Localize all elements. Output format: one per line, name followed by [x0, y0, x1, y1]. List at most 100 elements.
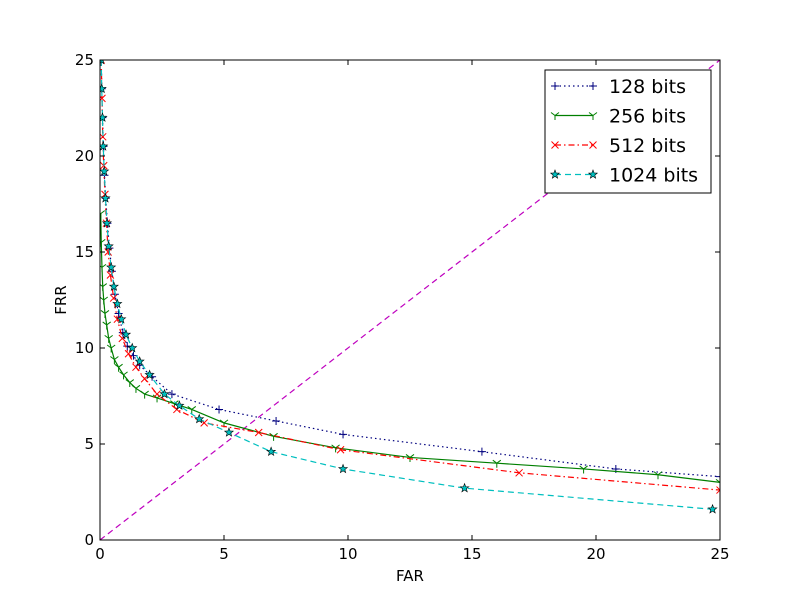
legend-marker	[549, 169, 561, 179]
x-tick-label: 20	[586, 545, 605, 563]
legend-marker	[551, 141, 559, 149]
y-tick-label: 10	[75, 339, 94, 357]
data-point	[100, 310, 110, 318]
data-point	[100, 83, 107, 94]
series-group	[100, 60, 718, 514]
data-point	[132, 363, 140, 372]
data-point	[653, 471, 663, 480]
data-point	[120, 329, 132, 339]
x-tick-label: 10	[338, 545, 357, 563]
data-point	[187, 406, 197, 414]
data-point	[337, 463, 349, 474]
data-point	[477, 447, 486, 456]
x-axis-label: FAR	[396, 567, 424, 585]
data-point	[194, 413, 205, 424]
legend-entry: 512 bits	[551, 135, 686, 157]
legend-label: 256 bits	[609, 106, 686, 128]
data-point	[100, 141, 109, 151]
data-point	[108, 281, 119, 291]
data-point	[174, 400, 185, 410]
data-point	[110, 356, 119, 365]
y-tick-label: 25	[75, 51, 94, 69]
data-point	[144, 369, 155, 380]
legend-label: 1024 bits	[609, 165, 698, 187]
data-point	[140, 390, 149, 399]
data-point	[272, 416, 281, 425]
data-point	[104, 335, 113, 343]
data-point	[103, 240, 114, 251]
tick-layer: 0 5 10 15 20 25 0 5 10 15 20 25	[75, 51, 730, 563]
data-point	[101, 217, 113, 228]
data-point	[123, 342, 132, 351]
data-point	[100, 283, 108, 292]
data-point	[100, 166, 110, 176]
data-point	[707, 503, 718, 514]
data-point	[140, 374, 149, 383]
legend-marker	[550, 112, 560, 120]
data-point	[109, 294, 118, 302]
data-point	[100, 94, 106, 103]
data-point	[100, 112, 108, 122]
data-point	[215, 405, 224, 414]
legend-marker	[588, 112, 598, 120]
data-point	[134, 356, 145, 366]
data-point	[715, 479, 720, 487]
data-point	[459, 482, 470, 493]
legend: 128 bits 256 bits 512 bits 1024 bits	[544, 69, 712, 194]
data-point	[254, 428, 263, 437]
legend-marker	[587, 169, 599, 179]
data-point	[106, 344, 116, 353]
y-tick-label: 20	[75, 147, 94, 165]
y-tick-label: 0	[84, 531, 94, 549]
data-point	[106, 262, 117, 272]
data-point	[716, 472, 720, 481]
x-tick-label: 5	[219, 545, 229, 563]
data-point	[579, 465, 588, 474]
data-point	[116, 313, 127, 324]
legend-label: 128 bits	[609, 76, 686, 98]
data-point	[266, 446, 277, 457]
plot-frame	[99, 59, 721, 541]
x-tick-label: 0	[95, 545, 105, 563]
legend-entry: 1024 bits	[549, 165, 698, 187]
data-point	[127, 342, 138, 353]
data-point	[119, 371, 128, 380]
legend-entry: 128 bits	[551, 76, 686, 98]
data-point	[167, 390, 176, 399]
data-point	[515, 468, 523, 477]
data-point	[112, 298, 123, 309]
legend-marker	[589, 141, 597, 149]
legend-box	[544, 69, 712, 194]
legend-marker	[589, 82, 597, 90]
y-tick-label: 15	[75, 243, 94, 261]
data-point	[336, 445, 345, 454]
series-group	[100, 210, 720, 487]
y-tick-label: 5	[84, 435, 94, 453]
data-point	[716, 486, 720, 494]
data-point	[125, 379, 135, 388]
legend-marker	[551, 82, 559, 90]
data-point	[131, 384, 141, 393]
y-axis-label: FRR	[52, 285, 70, 314]
x-tick-label: 25	[710, 545, 729, 563]
data-point	[339, 430, 348, 439]
data-point	[100, 60, 105, 65]
legend-entry: 256 bits	[550, 106, 686, 128]
data-point	[114, 363, 123, 372]
data-point	[106, 271, 115, 279]
series-line	[100, 60, 713, 510]
data-point	[159, 388, 170, 399]
legend-label: 512 bits	[609, 135, 686, 157]
data-point	[492, 459, 502, 468]
data-point	[153, 390, 161, 398]
data-point	[124, 349, 133, 358]
x-tick-label: 15	[462, 545, 481, 563]
data-point	[100, 263, 107, 272]
data-point	[102, 321, 111, 330]
data-point	[100, 192, 111, 203]
series-layer	[100, 60, 720, 514]
data-point	[100, 239, 106, 247]
data-point	[223, 427, 235, 437]
